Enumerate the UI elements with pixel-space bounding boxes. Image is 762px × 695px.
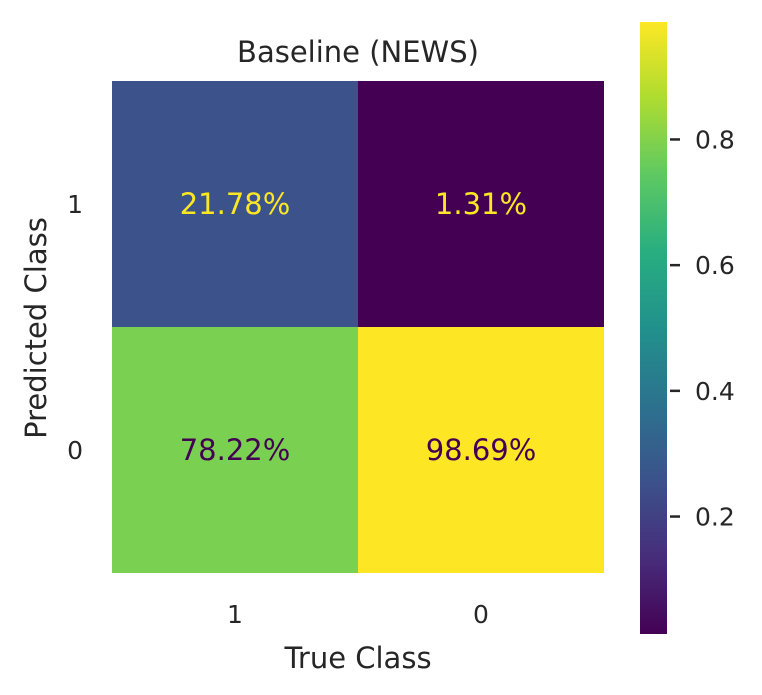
- y-tick-label: 0: [67, 436, 83, 465]
- colorbar-tick-label: 0.6: [695, 251, 735, 280]
- colorbar-tick-label: 0.8: [695, 125, 735, 154]
- y-axis-label: Predicted Class: [19, 217, 53, 439]
- x-tick-label: 0: [473, 600, 489, 629]
- heatmap-cell: [358, 81, 604, 327]
- colorbar-tick-label: 0.2: [695, 503, 735, 532]
- x-axis-label: True Class: [283, 641, 431, 675]
- cell-value-label: 98.69%: [426, 433, 537, 467]
- chart-title: Baseline (NEWS): [237, 35, 479, 69]
- heatmap-cell: [112, 327, 358, 573]
- y-tick-label: 1: [67, 190, 83, 219]
- x-tick-label: 1: [227, 600, 243, 629]
- colorbar: [640, 22, 667, 634]
- cell-value-label: 1.31%: [435, 187, 527, 221]
- colorbar-tick-label: 0.4: [695, 377, 735, 406]
- heatmap-cell: [358, 327, 604, 573]
- heatmap-cells: 21.78% 1.31% 78.22% 98.69%: [112, 81, 604, 573]
- cell-value-label: 78.22%: [180, 433, 291, 467]
- colorbar-ticks: 0.2 0.4 0.6 0.8: [670, 125, 735, 532]
- y-tick-labels: 10: [67, 190, 83, 465]
- cell-value-label: 21.78%: [180, 187, 291, 221]
- heatmap-cell: [112, 81, 358, 327]
